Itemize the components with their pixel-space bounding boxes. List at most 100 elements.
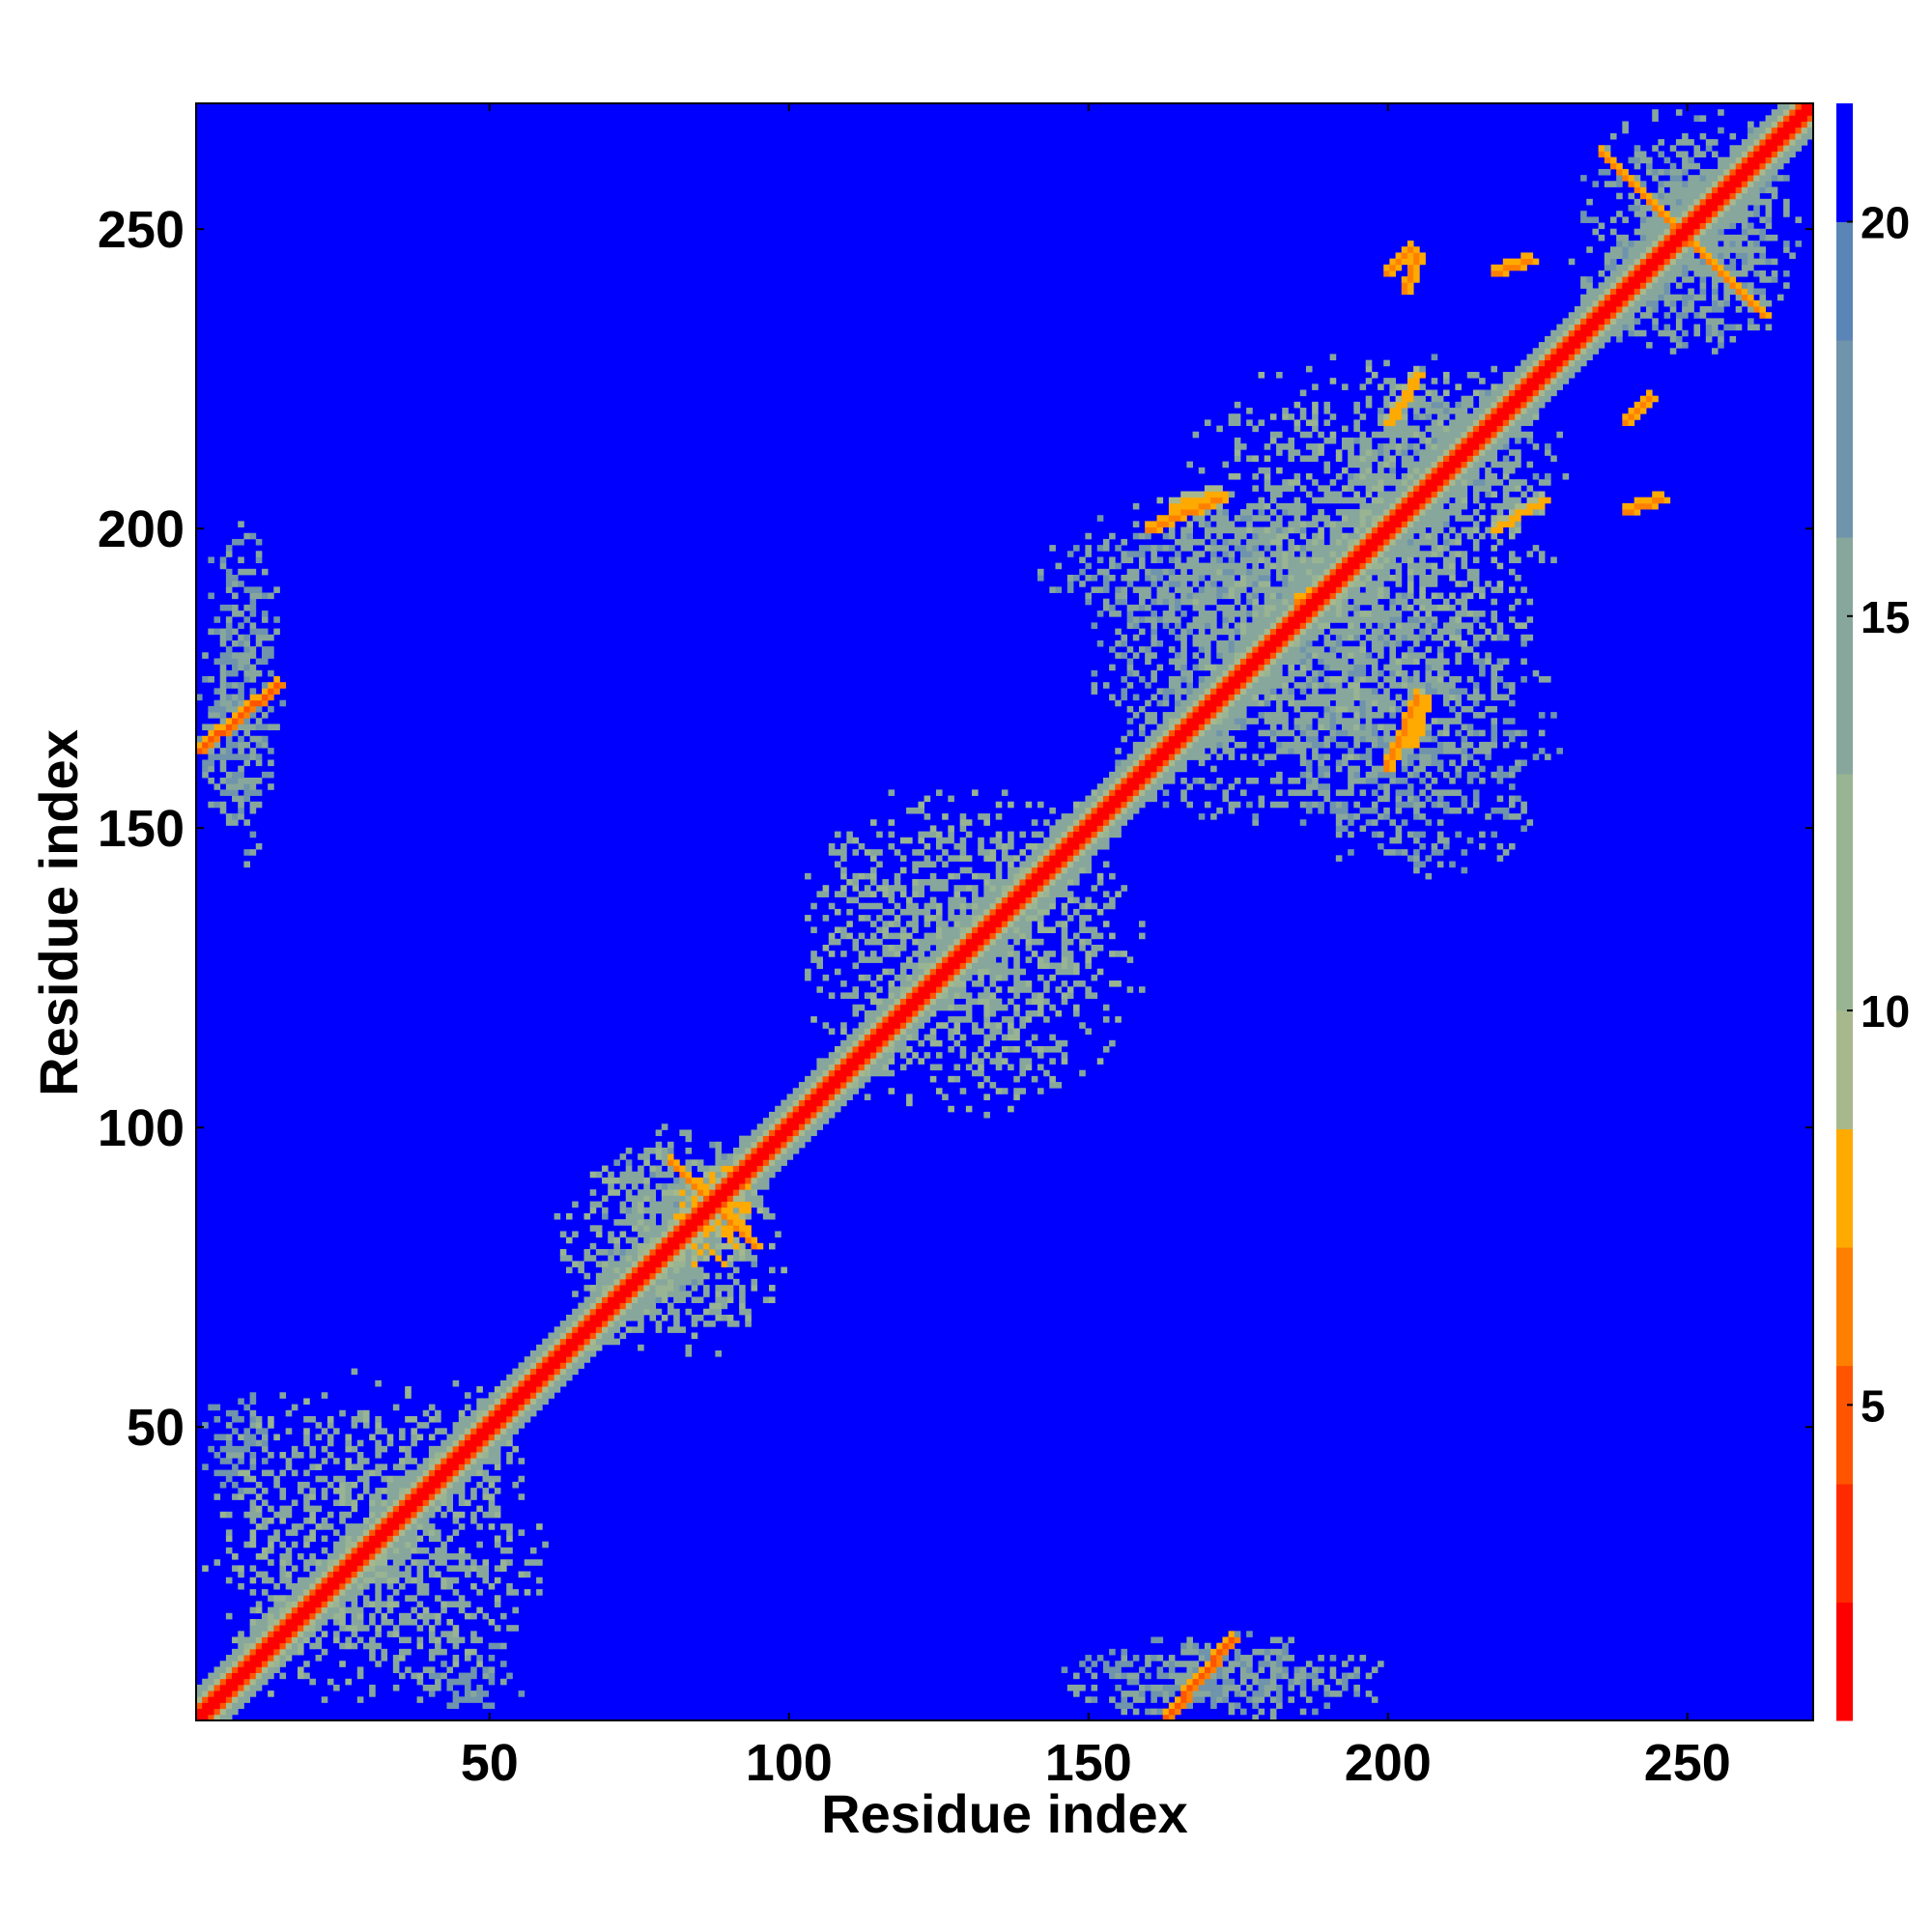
heatmap-cell bbox=[942, 926, 961, 934]
heatmap-cell bbox=[243, 705, 250, 713]
heatmap-cell bbox=[715, 1291, 722, 1297]
heatmap-cell bbox=[1192, 688, 1206, 695]
heatmap-cell bbox=[1073, 932, 1080, 940]
heatmap-cell bbox=[1151, 753, 1170, 760]
heatmap-cell bbox=[1085, 562, 1092, 570]
heatmap-cell bbox=[1096, 801, 1104, 809]
heatmap-cell bbox=[756, 1177, 770, 1184]
heatmap-cell bbox=[1323, 735, 1331, 743]
heatmap-cell bbox=[268, 1625, 274, 1632]
heatmap-cell bbox=[1538, 389, 1546, 397]
heatmap-cell bbox=[1389, 628, 1414, 636]
heatmap-cell bbox=[709, 1249, 716, 1256]
heatmap-cell bbox=[1342, 437, 1354, 444]
heatmap-cell bbox=[631, 1242, 639, 1250]
heatmap-cell bbox=[1455, 472, 1462, 480]
heatmap-cell bbox=[1102, 538, 1110, 546]
heatmap-cell bbox=[1246, 581, 1253, 587]
heatmap-cell bbox=[1222, 509, 1230, 516]
heatmap-cell bbox=[202, 1696, 209, 1703]
heatmap-cell bbox=[732, 1207, 740, 1214]
heatmap-cell bbox=[1175, 1702, 1181, 1710]
heatmap-cell bbox=[715, 1314, 722, 1321]
heatmap-cell bbox=[816, 1082, 823, 1089]
heatmap-cell bbox=[1329, 1666, 1337, 1673]
heatmap-cell bbox=[405, 1458, 417, 1464]
heatmap-cell bbox=[1288, 688, 1294, 695]
heatmap-cell bbox=[285, 1601, 293, 1608]
heatmap-cell bbox=[1508, 556, 1521, 564]
heatmap-cell bbox=[721, 1302, 728, 1310]
heatmap-cell bbox=[828, 1064, 836, 1071]
heatmap-cell bbox=[1269, 669, 1283, 677]
heatmap-cell bbox=[1342, 556, 1349, 564]
heatmap-cell bbox=[1353, 491, 1360, 498]
heatmap-cell bbox=[1258, 467, 1271, 474]
heatmap-cell bbox=[1156, 592, 1176, 600]
heatmap-cell bbox=[512, 1606, 519, 1614]
heatmap-cell bbox=[1329, 646, 1337, 653]
heatmap-cell bbox=[1222, 705, 1230, 713]
heatmap-cell bbox=[942, 962, 961, 970]
heatmap-cell bbox=[238, 1655, 244, 1662]
heatmap-cell bbox=[1228, 664, 1236, 671]
heatmap-cell bbox=[1293, 705, 1301, 713]
heatmap-cell bbox=[1293, 634, 1301, 641]
heatmap-cell bbox=[661, 1212, 674, 1220]
heatmap-cell bbox=[1383, 765, 1390, 773]
heatmap-cell bbox=[1198, 813, 1206, 820]
heatmap-cell bbox=[422, 1481, 441, 1489]
heatmap-cell bbox=[1449, 472, 1456, 480]
heatmap-cell bbox=[840, 926, 847, 934]
heatmap-cell bbox=[1472, 521, 1480, 527]
heatmap-cell bbox=[810, 1082, 817, 1089]
heatmap-cell bbox=[1526, 497, 1540, 504]
heatmap-cell bbox=[1008, 1045, 1014, 1053]
heatmap-cell bbox=[1383, 509, 1390, 516]
heatmap-cell bbox=[1115, 765, 1128, 773]
heatmap-cell bbox=[213, 724, 227, 730]
heatmap-cell bbox=[411, 1493, 430, 1500]
heatmap-cell bbox=[542, 1379, 549, 1387]
heatmap-cell bbox=[1246, 1661, 1253, 1667]
heatmap-cell bbox=[321, 1458, 328, 1464]
heatmap-cell bbox=[435, 1463, 441, 1470]
heatmap-cell bbox=[1413, 807, 1420, 814]
heatmap-cell bbox=[613, 1308, 620, 1316]
heatmap-cell bbox=[219, 1661, 233, 1667]
heatmap-cell bbox=[726, 1255, 734, 1262]
heatmap-cell bbox=[995, 813, 1003, 820]
heatmap-cell bbox=[565, 1212, 573, 1220]
heatmap-cell bbox=[1323, 598, 1331, 606]
heatmap-cell bbox=[858, 932, 866, 940]
heatmap-cell bbox=[1466, 694, 1486, 701]
heatmap-cell bbox=[345, 1499, 353, 1507]
heatmap-cell bbox=[625, 1148, 633, 1154]
heatmap-cell bbox=[1335, 509, 1360, 516]
heatmap-cell bbox=[1312, 611, 1319, 617]
heatmap-cell bbox=[1395, 449, 1403, 456]
heatmap-cell bbox=[303, 1595, 310, 1602]
heatmap-cell bbox=[1126, 1672, 1140, 1680]
heatmap-cell bbox=[631, 1291, 639, 1297]
heatmap-cell bbox=[995, 831, 1003, 838]
heatmap-cell bbox=[721, 1153, 728, 1160]
heatmap-cell bbox=[1431, 467, 1438, 474]
heatmap-cell bbox=[1037, 1088, 1044, 1094]
heatmap-cell bbox=[416, 1672, 424, 1680]
heatmap-cell bbox=[356, 1577, 364, 1584]
heatmap-cell bbox=[1025, 1039, 1033, 1047]
heatmap-cell bbox=[1198, 611, 1217, 617]
heatmap-cell bbox=[238, 778, 263, 784]
heatmap-cell bbox=[196, 735, 203, 743]
heatmap-cell bbox=[1061, 980, 1068, 987]
heatmap-cell bbox=[1389, 759, 1396, 767]
heatmap-cell bbox=[1335, 472, 1343, 480]
heatmap-cell bbox=[1109, 532, 1116, 540]
heatmap-cell bbox=[416, 1488, 436, 1494]
heatmap-cell bbox=[1455, 443, 1462, 450]
heatmap-cell bbox=[249, 1415, 257, 1423]
heatmap-cell bbox=[411, 1511, 417, 1519]
heatmap-cell bbox=[1436, 831, 1444, 838]
heatmap-cell bbox=[1312, 581, 1319, 587]
